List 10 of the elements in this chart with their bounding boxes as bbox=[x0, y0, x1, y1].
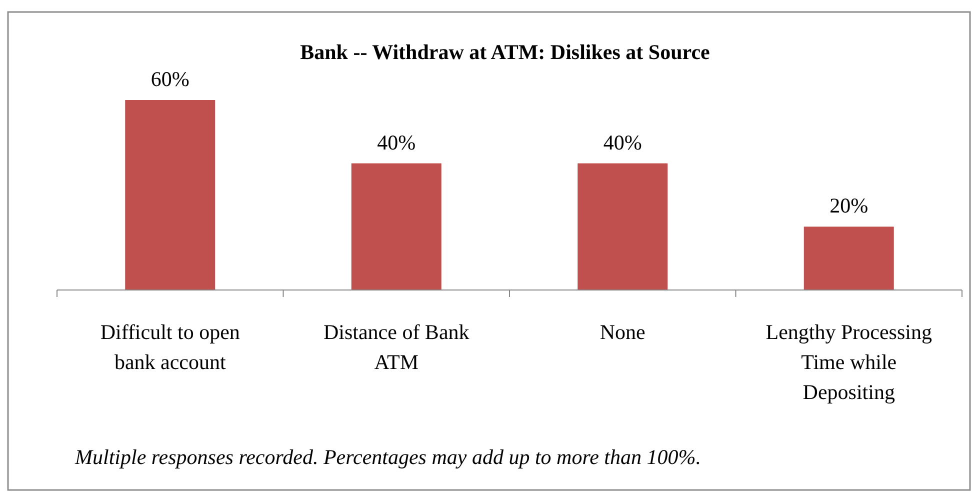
data-label: 40% bbox=[377, 130, 416, 154]
data-label: 40% bbox=[603, 130, 642, 154]
x-tick-label: None bbox=[600, 320, 646, 344]
text: Multiple responses recorded. Percentages may add up to more than 100%. bbox=[74, 445, 701, 469]
data-label: 60% bbox=[150, 67, 190, 91]
x-tick-label: Distance of Bank ATM bbox=[323, 320, 470, 374]
x-tick-label: Lengthy Processing Time while Depositing bbox=[766, 320, 932, 404]
chart-title: Bank -- Withdraw at ATM: Dislikes at Source bbox=[300, 40, 710, 64]
data-label: 20% bbox=[830, 194, 868, 218]
x-tick-label: Difficult to open bank account bbox=[100, 320, 240, 374]
